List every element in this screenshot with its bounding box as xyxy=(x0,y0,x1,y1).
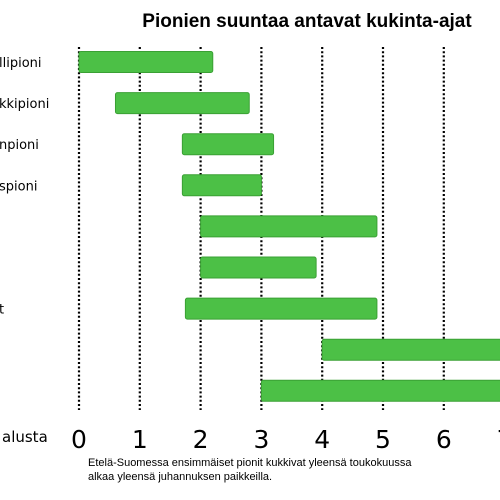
category-label-1: llipioni xyxy=(0,56,42,71)
x-tick-label-0: 0 xyxy=(71,425,87,454)
category-label-7: t xyxy=(0,303,4,318)
x-tick-label-7: 7 xyxy=(497,425,500,454)
x-tick-label-1: 1 xyxy=(132,425,148,454)
bar-6 xyxy=(200,256,317,279)
chart-title: Pionien suuntaa antavat kukinta-ajat xyxy=(142,11,472,32)
bar-8 xyxy=(321,338,500,361)
chart-footnote: Etelä-Suomessa ensimmäiset pionit kukkiv… xyxy=(88,456,500,484)
bar-4 xyxy=(181,174,262,197)
bar-2 xyxy=(114,92,250,115)
x-tick-label-4: 4 xyxy=(314,425,330,454)
x-tick-label-6: 6 xyxy=(436,425,452,454)
bar-5 xyxy=(200,215,378,238)
x-tick-label-3: 3 xyxy=(253,425,269,454)
bar-7 xyxy=(184,297,378,320)
footnote-line-1: Etelä-Suomessa ensimmäiset pionit kukkiv… xyxy=(88,457,412,469)
category-labels: llipioni kkipioni npioni spioni t xyxy=(0,56,49,318)
x-tick-label-5: 5 xyxy=(375,425,391,454)
bar-9 xyxy=(260,379,500,402)
category-label-3: npioni xyxy=(0,138,39,153)
bar-3 xyxy=(181,133,275,156)
category-label-2: kkipioni xyxy=(0,97,49,112)
bar-1 xyxy=(78,51,214,73)
x-tick-labels: 0 1 2 3 4 5 6 7 xyxy=(71,425,500,454)
bar-series xyxy=(78,51,500,402)
x-tick-label-2: 2 xyxy=(193,425,209,454)
category-label-4: spioni xyxy=(0,179,37,194)
footnote-line-2: alkaa yleensä juhannuksen paikkeilla. xyxy=(88,471,273,483)
x-axis-label: alusta xyxy=(2,428,48,446)
